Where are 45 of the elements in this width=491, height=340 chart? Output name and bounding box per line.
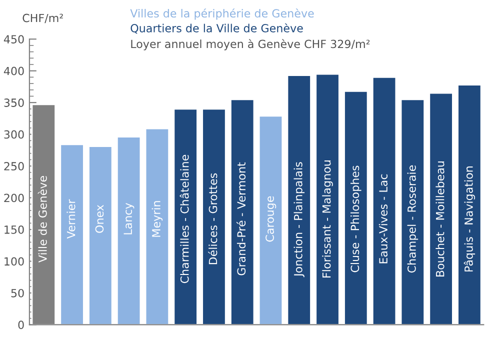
y-tick-label: 300	[4, 130, 24, 139]
y-tick-label: 400	[4, 66, 24, 76]
bar	[428, 92, 454, 325]
y-tick-label: 350	[4, 98, 24, 107]
bar	[286, 74, 312, 325]
bar	[457, 84, 482, 325]
bar	[116, 136, 142, 325]
bar	[202, 108, 226, 325]
y-tick-label: 150	[4, 225, 24, 234]
bar	[88, 146, 113, 325]
x-tick-label: Vernier	[66, 199, 76, 239]
chart-subtitle: Loyer annuel moyen à Genève CHF 329/m²	[131, 39, 370, 50]
x-tick-label: Délices - Grottes	[208, 173, 218, 264]
y-tick-label: 0	[18, 320, 24, 330]
x-tick-label: Champel - Roseraie	[407, 165, 418, 273]
x-tick-label: Pâquis - Navigation	[464, 166, 476, 272]
y-tick-label: 100	[4, 257, 24, 266]
x-tick-label: Eaux-Vives - Lac	[378, 174, 388, 264]
x-tick-label: Ville de Genève	[38, 176, 47, 263]
bar	[230, 98, 255, 325]
y-tick-label: 50	[11, 288, 24, 298]
bar	[173, 108, 198, 325]
x-tick-label: Cluse - Philosophes	[350, 166, 362, 272]
y-tick-label: 450	[4, 35, 24, 44]
bar	[60, 144, 84, 325]
x-tick-label: Florissant - Malagnou	[322, 160, 333, 278]
x-tick-label: Jonction - Plainpalais	[294, 162, 305, 278]
y-axis-title: CHF/m²	[22, 14, 63, 24]
x-tick-label: Lancy	[124, 202, 134, 234]
x-tick-label: Bouchet - Moillebeau	[436, 161, 444, 276]
bar	[258, 115, 284, 325]
bar	[372, 76, 397, 325]
y-tick-label: 250	[4, 162, 24, 170]
x-tick-label: Carouge	[266, 196, 276, 242]
x-tick-label: Charmilles - Châtelaine	[180, 154, 189, 284]
text: Quartiers de la Ville de Genève	[130, 23, 303, 34]
x-tick-label: Meyrin	[152, 201, 163, 237]
x-tick-label: Grand-Pré - Vermont	[236, 162, 246, 276]
y-tick-label: 200	[4, 194, 24, 202]
bar	[344, 90, 368, 325]
bar	[144, 128, 170, 325]
bar	[315, 73, 340, 325]
bar	[400, 98, 426, 325]
text: Villes de la périphérie de Genève	[130, 8, 314, 20]
x-tick-label: Onex	[95, 204, 104, 233]
